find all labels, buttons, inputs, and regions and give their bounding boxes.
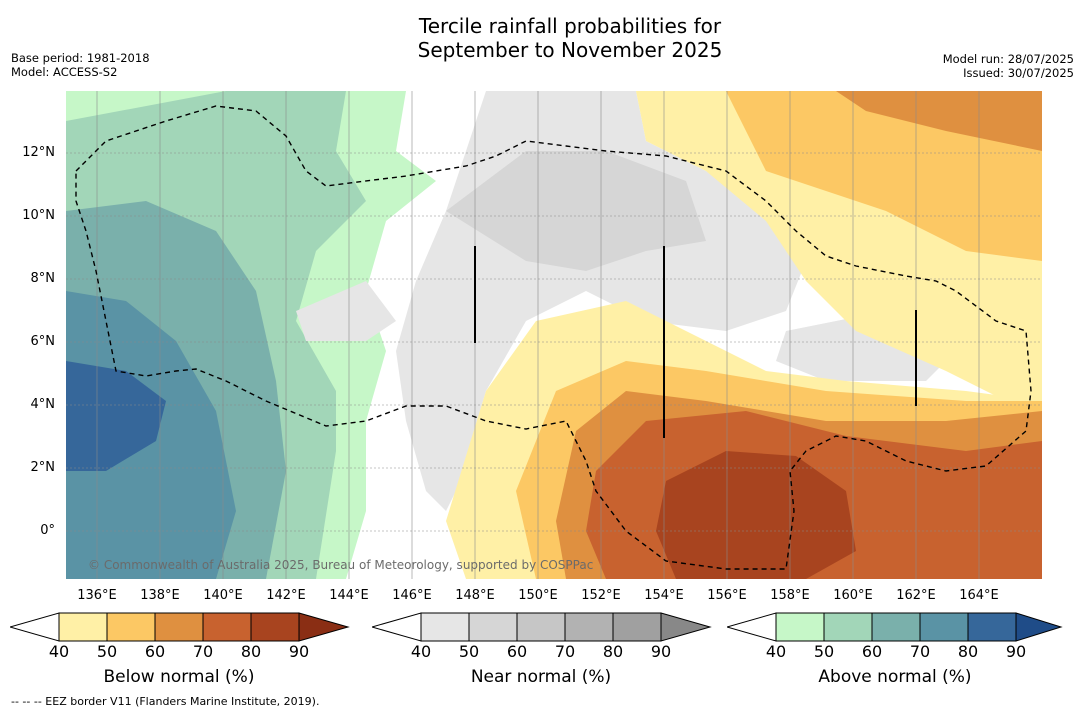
colorbar-near-normal [370,612,712,646]
lat-label: 12°N [22,145,55,160]
lon-label: 142°E [266,588,306,603]
lon-label: 148°E [455,588,495,603]
colorbar-below-normal [8,612,350,646]
lon-label: 162°E [896,588,936,603]
cbar-swatch-above-2 [871,612,921,642]
colorbar-near-label: Near normal (%) [470,667,612,687]
cbar-swatch-below-5 [298,612,350,642]
cbar-swatch-below-3 [202,612,252,642]
lon-label: 136°E [77,588,117,603]
cbar-swatch-near-2 [516,612,566,642]
lon-label: 160°E [833,588,873,603]
issued-date: Issued: 30/07/2025 [963,66,1074,80]
cbar-swatch-above-0 [775,612,825,642]
colorbar-below-swatches [8,612,350,642]
colorbar-above-label: Above normal (%) [818,667,972,687]
rainfall-map [66,91,1042,579]
lon-label: 154°E [644,588,684,603]
cbar-tick: 90 [288,642,310,661]
map-canvas [66,91,1042,579]
lat-label: 10°N [22,208,55,223]
cbar-swatch-below-4 [250,612,300,642]
cbar-tick: 40 [765,642,787,661]
eez-footer-note: -- -- -- EEZ border V11 (Flanders Marine… [11,695,320,708]
cbar-tick: 60 [861,642,883,661]
lon-label: 156°E [707,588,747,603]
model-name: Model: ACCESS-S2 [11,65,118,79]
cbar-tick: 60 [506,642,528,661]
cbar-swatch-above-4 [967,612,1017,642]
lon-label: 144°E [329,588,369,603]
eez-border [75,105,1032,570]
model-info: Base period: 1981-2018 Model: ACCESS-S2 [11,51,150,79]
lon-label: 138°E [140,588,180,603]
cbar-swatch-below-1 [106,612,156,642]
lon-label: 146°E [392,588,432,603]
model-run: Model run: 28/07/2025 [942,52,1074,66]
lat-label: 2°N [30,460,56,475]
cbar-tick: 70 [909,642,931,661]
colorbar-below-label: Below normal (%) [103,667,255,687]
cbar-under-triangle [725,612,777,642]
title-line-2: September to November 2025 [417,38,723,62]
lon-label: 164°E [959,588,999,603]
cbar-swatch-near-1 [468,612,518,642]
cbar-tick: 80 [602,642,624,661]
cbar-tick: 70 [192,642,214,661]
cbar-tick: 50 [458,642,480,661]
colorbar-above-swatches [725,612,1063,642]
lat-label: 0° [40,523,55,538]
copyright-text: © Commonwealth of Australia 2025, Bureau… [88,558,594,572]
cbar-swatch-above-5 [1015,612,1063,642]
map-title: Tercile rainfall probabilities for Septe… [0,14,1085,62]
lon-label: 158°E [770,588,810,603]
cbar-swatch-near-3 [564,612,614,642]
cbar-tick: 80 [957,642,979,661]
cbar-swatch-above-1 [823,612,873,642]
cbar-tick: 70 [554,642,576,661]
cbar-swatch-near-5 [660,612,712,642]
cbar-swatch-below-0 [58,612,108,642]
colorbar-near-swatches [370,612,712,642]
lat-gridlines [66,152,1042,532]
cbar-tick: 50 [813,642,835,661]
cbar-tick: 60 [144,642,166,661]
lon-label: 140°E [203,588,243,603]
base-period: Base period: 1981-2018 [11,51,150,65]
lat-label: 4°N [30,397,56,412]
lon-label: 152°E [581,588,621,603]
cbar-tick: 80 [240,642,262,661]
cbar-swatch-below-2 [154,612,204,642]
cbar-under-triangle [8,612,60,642]
cbar-tick: 40 [410,642,432,661]
colorbar-above-normal [725,612,1067,646]
cbar-swatch-near-4 [612,612,662,642]
lat-label: 6°N [30,334,56,349]
cbar-under-triangle [370,612,422,642]
cbar-tick: 90 [650,642,672,661]
cbar-tick: 40 [48,642,70,661]
cbar-swatch-near-0 [420,612,470,642]
lon-label: 150°E [518,588,558,603]
title-line-1: Tercile rainfall probabilities for [418,14,722,38]
lat-label: 8°N [30,271,56,286]
cbar-tick: 90 [1005,642,1027,661]
run-info: Model run: 28/07/2025 Issued: 30/07/2025 [943,52,1074,80]
cbar-swatch-above-3 [919,612,969,642]
cbar-tick: 50 [96,642,118,661]
